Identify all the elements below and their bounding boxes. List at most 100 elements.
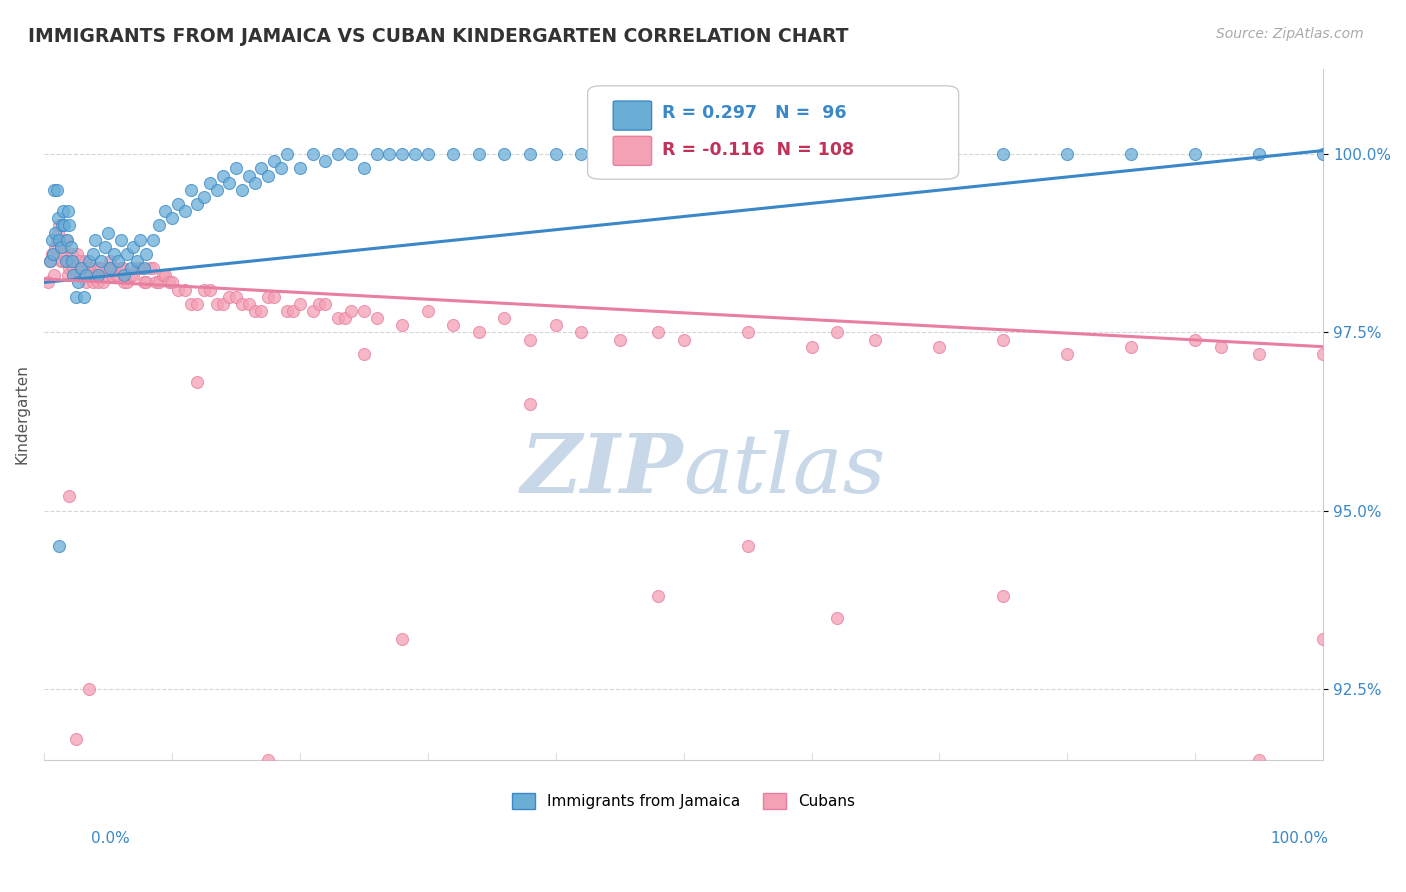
Point <box>328 147 350 161</box>
Point <box>114 276 136 290</box>
Point <box>52 247 75 261</box>
Point <box>45 183 67 197</box>
Point <box>148 219 170 233</box>
Point <box>42 183 65 197</box>
Point <box>288 297 311 311</box>
Point <box>86 276 108 290</box>
Point <box>62 261 84 276</box>
Point <box>100 268 122 283</box>
Point <box>250 161 273 176</box>
Point <box>60 254 83 268</box>
Point <box>180 183 202 197</box>
Point <box>647 590 669 604</box>
FancyBboxPatch shape <box>613 101 651 130</box>
Point <box>416 147 439 161</box>
Point <box>46 211 69 226</box>
Point <box>1209 340 1232 354</box>
Point <box>107 860 129 874</box>
Point <box>391 147 413 161</box>
Point <box>58 261 80 276</box>
Point <box>37 276 59 290</box>
Point <box>97 226 120 240</box>
Point <box>135 247 157 261</box>
Point <box>59 254 82 268</box>
Point <box>283 304 305 318</box>
Point <box>928 340 950 354</box>
Point <box>1056 147 1078 161</box>
Point <box>107 268 129 283</box>
Point <box>79 268 101 283</box>
Point <box>1056 347 1078 361</box>
Point <box>42 268 65 283</box>
Point <box>340 304 363 318</box>
Point <box>243 304 266 318</box>
Point <box>218 290 240 304</box>
Point <box>83 261 105 276</box>
Point <box>308 297 330 311</box>
Point <box>72 261 94 276</box>
FancyBboxPatch shape <box>588 86 959 179</box>
Point <box>1312 147 1334 161</box>
Point <box>391 318 413 333</box>
Point <box>58 268 80 283</box>
Point <box>167 197 190 211</box>
Point <box>200 176 222 190</box>
Point <box>1184 333 1206 347</box>
Point <box>58 204 80 219</box>
Point <box>314 297 336 311</box>
Point <box>519 147 541 161</box>
Point <box>993 147 1015 161</box>
Point <box>193 283 215 297</box>
Point <box>44 240 66 254</box>
Point <box>148 276 170 290</box>
Point <box>114 268 136 283</box>
Point <box>100 254 122 268</box>
Point <box>243 176 266 190</box>
Point <box>51 219 73 233</box>
Point <box>104 268 127 283</box>
Point <box>391 632 413 647</box>
Point <box>737 326 759 340</box>
Point <box>152 268 174 283</box>
Point <box>90 261 112 276</box>
Point <box>112 261 135 276</box>
Point <box>1312 347 1334 361</box>
Point <box>103 261 125 276</box>
Point <box>416 304 439 318</box>
Point <box>127 254 149 268</box>
Point <box>212 297 235 311</box>
Point <box>333 311 356 326</box>
Point <box>53 219 76 233</box>
Point <box>142 261 165 276</box>
Point <box>77 254 100 268</box>
Point <box>212 169 235 183</box>
Point <box>301 304 323 318</box>
Point <box>139 261 162 276</box>
Point <box>94 240 117 254</box>
Point <box>135 276 157 290</box>
Point <box>569 326 592 340</box>
Point <box>41 247 63 261</box>
Point <box>84 233 107 247</box>
Text: Source: ZipAtlas.com: Source: ZipAtlas.com <box>1216 27 1364 41</box>
Point <box>145 276 167 290</box>
Point <box>46 226 69 240</box>
Point <box>173 204 195 219</box>
Point <box>256 290 278 304</box>
Point <box>193 190 215 204</box>
Y-axis label: Kindergarten: Kindergarten <box>15 365 30 465</box>
Point <box>993 590 1015 604</box>
Point <box>41 233 63 247</box>
Point <box>97 261 120 276</box>
Point <box>865 333 887 347</box>
Point <box>110 233 132 247</box>
Point <box>366 147 388 161</box>
Point <box>737 147 759 161</box>
Point <box>276 304 298 318</box>
Point <box>270 161 292 176</box>
Point <box>58 219 80 233</box>
Point <box>519 333 541 347</box>
Text: atlas: atlas <box>683 430 886 510</box>
Point <box>256 753 278 767</box>
Text: R = 0.297   N =  96: R = 0.297 N = 96 <box>662 104 846 122</box>
